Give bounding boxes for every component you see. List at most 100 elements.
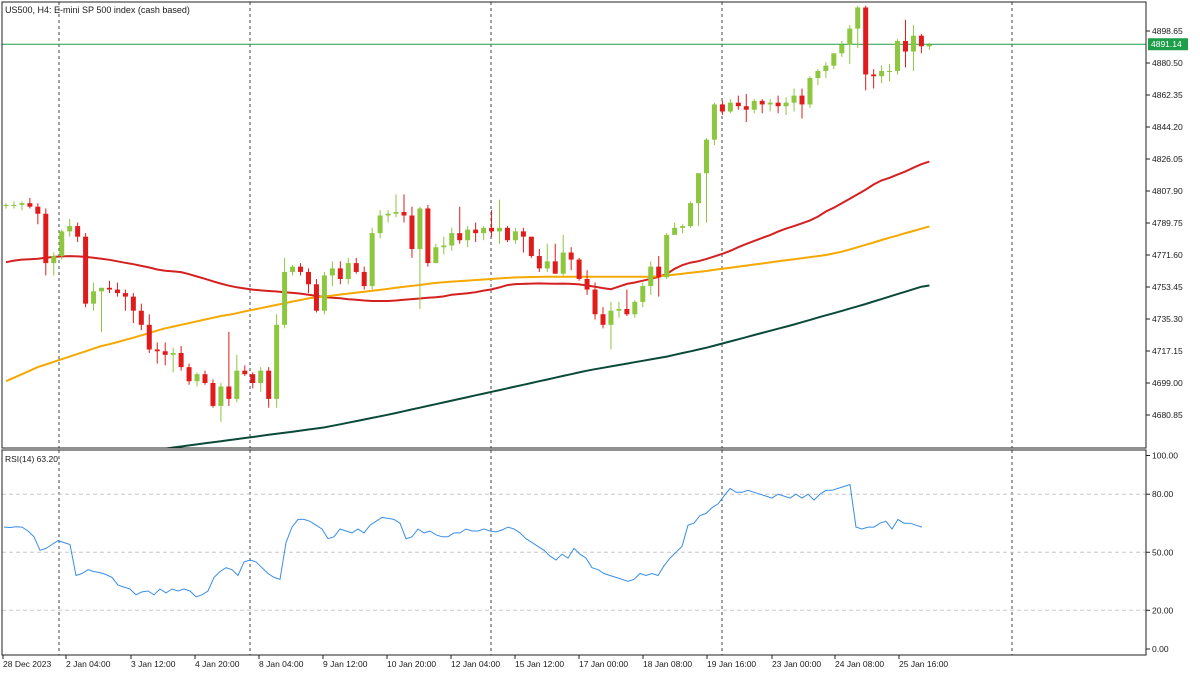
candle bbox=[401, 194, 407, 223]
candle bbox=[576, 257, 582, 281]
price-axis-label: 4880.50 bbox=[1152, 58, 1183, 68]
time-axis-label: 23 Jan 00:00 bbox=[772, 659, 821, 669]
time-axis-label: 4 Jan 20:00 bbox=[195, 659, 240, 669]
time-axis-label: 10 Jan 20:00 bbox=[387, 659, 436, 669]
candle bbox=[688, 201, 694, 228]
time-axis-label: 8 Jan 04:00 bbox=[259, 659, 304, 669]
candle bbox=[130, 293, 136, 324]
price-axis-label: 4771.60 bbox=[1152, 250, 1183, 260]
candle bbox=[680, 224, 686, 234]
candle bbox=[361, 266, 367, 290]
candle bbox=[473, 222, 479, 242]
candle bbox=[369, 227, 375, 290]
moving-average-line bbox=[5, 225, 930, 383]
candle bbox=[807, 76, 813, 108]
candle bbox=[783, 97, 789, 116]
candle bbox=[122, 289, 128, 311]
candle bbox=[99, 287, 105, 332]
candle-layer bbox=[3, 5, 932, 422]
candle bbox=[504, 226, 510, 242]
moving-average-layer bbox=[5, 160, 930, 448]
candle bbox=[648, 261, 654, 295]
candle bbox=[672, 222, 678, 235]
candle bbox=[162, 342, 168, 366]
candle bbox=[218, 383, 224, 422]
candle bbox=[799, 88, 805, 119]
candle bbox=[3, 203, 9, 209]
price-axis-label: 4717.15 bbox=[1152, 346, 1183, 356]
time-axis-label: 15 Jan 12:00 bbox=[515, 659, 564, 669]
candle bbox=[75, 222, 81, 242]
candle bbox=[321, 271, 327, 315]
candle bbox=[775, 95, 781, 114]
candle bbox=[608, 301, 614, 350]
time-axis-label: 28 Dec 2023 bbox=[3, 659, 51, 669]
candle bbox=[584, 270, 590, 295]
candle bbox=[640, 282, 646, 308]
candle bbox=[632, 300, 638, 318]
moving-average-line bbox=[5, 160, 930, 302]
candle bbox=[43, 208, 49, 276]
candle bbox=[497, 199, 503, 244]
candle bbox=[35, 203, 41, 225]
candle bbox=[887, 63, 893, 82]
candle bbox=[19, 201, 25, 211]
candle bbox=[823, 62, 829, 78]
rsi-axis-label: 50.00 bbox=[1152, 547, 1174, 557]
candle bbox=[11, 201, 17, 209]
candle bbox=[600, 307, 606, 329]
candle bbox=[624, 289, 630, 317]
candle bbox=[449, 227, 455, 251]
candle bbox=[409, 206, 415, 258]
candle bbox=[855, 5, 861, 49]
candle bbox=[536, 249, 542, 272]
candle bbox=[146, 314, 152, 354]
price-axis-label: 4789.75 bbox=[1152, 218, 1183, 228]
candle bbox=[337, 261, 343, 285]
candle bbox=[305, 268, 311, 294]
candle bbox=[552, 243, 558, 274]
time-axis-label: 17 Jan 00:00 bbox=[579, 659, 628, 669]
candle bbox=[616, 301, 622, 318]
moving-average-line bbox=[161, 284, 930, 448]
candle bbox=[258, 367, 264, 392]
candle bbox=[433, 243, 439, 264]
candle bbox=[106, 280, 112, 294]
rsi-line bbox=[3, 483, 923, 598]
candle bbox=[51, 252, 57, 276]
current-price-value: 4891.14 bbox=[1151, 39, 1182, 49]
candle bbox=[313, 278, 319, 313]
candle bbox=[751, 99, 757, 114]
candle bbox=[727, 99, 733, 114]
candle bbox=[910, 25, 916, 71]
candle bbox=[847, 25, 853, 64]
candle bbox=[170, 347, 176, 373]
candle bbox=[879, 65, 885, 84]
candle bbox=[114, 282, 120, 297]
candle bbox=[59, 229, 65, 260]
price-axis-label: 4807.90 bbox=[1152, 186, 1183, 196]
price-axis-label: 4680.85 bbox=[1152, 410, 1183, 420]
rsi-axis-label: 20.00 bbox=[1152, 605, 1174, 615]
candle bbox=[226, 331, 232, 406]
candle bbox=[743, 93, 749, 123]
price-axis-label: 4753.45 bbox=[1152, 282, 1183, 292]
candle bbox=[202, 370, 208, 385]
time-axis-label: 2 Jan 04:00 bbox=[66, 659, 111, 669]
candle bbox=[353, 257, 359, 274]
price-axis-label: 4826.05 bbox=[1152, 154, 1183, 164]
candle bbox=[425, 204, 431, 267]
price-axis-label: 4699.00 bbox=[1152, 378, 1183, 388]
candle bbox=[520, 227, 526, 253]
grid-layer bbox=[2, 2, 1146, 655]
candle bbox=[815, 69, 821, 86]
candle bbox=[250, 372, 256, 389]
candle bbox=[656, 256, 662, 297]
candle bbox=[759, 99, 765, 114]
candle bbox=[560, 234, 566, 276]
rsi-label: RSI(14) 63.20 bbox=[5, 454, 58, 464]
candle bbox=[298, 263, 304, 276]
candle bbox=[27, 197, 33, 209]
